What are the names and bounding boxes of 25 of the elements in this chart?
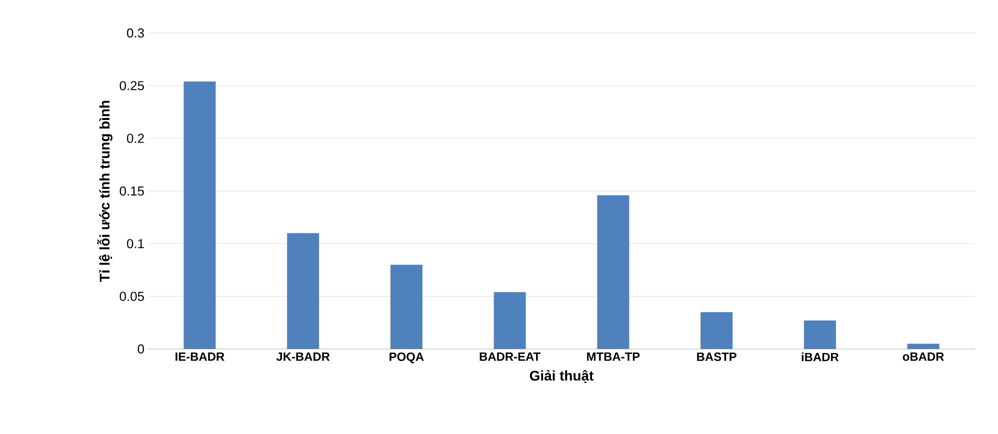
bar — [184, 81, 216, 349]
x-tick-label: oBADR — [902, 352, 944, 361]
y-tick-label: 0 — [138, 344, 144, 354]
y-tick-label: 0.3 — [126, 28, 144, 38]
bar — [597, 195, 630, 349]
bar — [287, 233, 320, 349]
bar — [907, 344, 940, 349]
x-tick-label: POQA — [390, 352, 424, 364]
x-axis-title: Giải thuật — [530, 370, 594, 383]
bar — [804, 320, 836, 349]
y-tick-label: 0.2 — [126, 134, 144, 143]
bar — [700, 312, 733, 349]
y-tick-label: 0.15 — [120, 186, 144, 196]
bar — [390, 264, 422, 349]
y-tick-label: 0.05 — [120, 292, 144, 301]
x-tick-label: MTBA-TP — [587, 352, 640, 361]
x-tick-label: BASTP — [697, 352, 736, 361]
y-tick-label: 0.25 — [120, 81, 144, 90]
x-tick-label: IE-BADR — [176, 352, 224, 361]
y-tick-label: 0.1 — [126, 239, 144, 248]
x-tick-label: BADR-EAT — [480, 352, 540, 361]
x-tick-label: iBADR — [802, 352, 839, 362]
y-axis-title: Tỉ lệ lỗi ước tính trung bình — [97, 100, 112, 282]
x-tick-label: JK-BADR — [276, 352, 330, 361]
bar — [494, 292, 526, 349]
